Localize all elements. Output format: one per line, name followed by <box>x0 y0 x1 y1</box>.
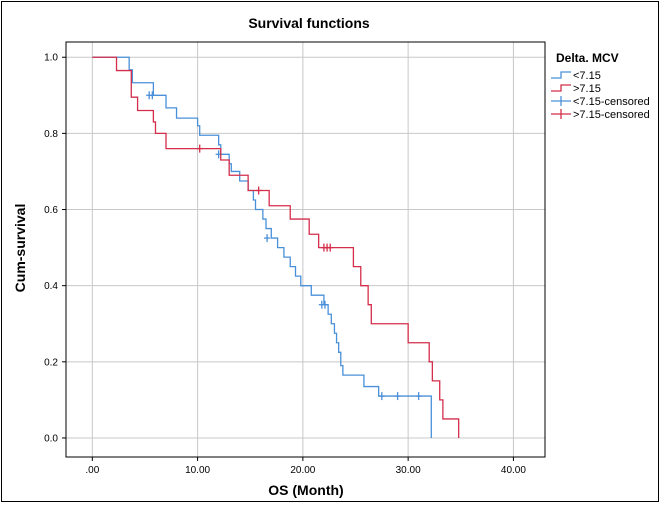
censored-mark-lt-7 <box>394 392 401 401</box>
censored-mark-lt-5 <box>321 300 328 309</box>
grid <box>66 42 545 457</box>
survival-line-gt <box>92 56 460 438</box>
x-tick-label-0: .00 <box>85 465 99 476</box>
y-tick-label-4: 0.8 <box>44 129 58 140</box>
y-tick-label-3: 0.6 <box>44 205 58 216</box>
legend-item-2: <7.15-censored <box>551 96 650 108</box>
censored-mark-gt-4 <box>327 243 334 252</box>
y-axis-label: Cum-survival <box>12 204 28 293</box>
y-tick-label-1: 0.2 <box>44 357 58 368</box>
plot-area-border <box>65 41 546 458</box>
censored-mark-gt-0 <box>196 144 203 153</box>
x-axis-label: OS (Month) <box>268 482 343 498</box>
legend-label-1: >7.15 <box>573 83 601 95</box>
censored-mark-lt-3 <box>264 234 271 243</box>
x-tick-label-4: 40.00 <box>501 465 526 476</box>
y-tick-label-2: 0.4 <box>44 281 58 292</box>
legend-label-3: >7.15-censored <box>573 109 650 121</box>
series-layer <box>92 56 460 438</box>
survival-line-lt <box>92 56 432 438</box>
x-tick-label-3: 30.00 <box>396 465 421 476</box>
x-tick-label-1: 10.00 <box>185 465 210 476</box>
legend-item-1: >7.15 <box>551 83 601 95</box>
legend-item-0: <7.15 <box>551 70 601 82</box>
censored-mark-lt-1 <box>149 91 156 100</box>
y-tick-label-5: 1.0 <box>44 53 58 64</box>
censored-mark-gt-1 <box>255 186 262 195</box>
legend-step-icon <box>551 71 571 79</box>
censored-mark-lt-6 <box>378 392 385 401</box>
x-tick-label-2: 20.00 <box>290 465 315 476</box>
legend: Delta. MCV <7.15>7.15<7.15-censored>7.15… <box>551 51 650 121</box>
legend-item-3: >7.15-censored <box>551 109 650 121</box>
censored-mark-lt-8 <box>415 392 422 401</box>
legend-step-icon <box>551 84 571 92</box>
legend-label-0: <7.15 <box>573 70 601 82</box>
legend-title: Delta. MCV <box>556 51 619 65</box>
chart-title: Survival functions <box>248 15 370 31</box>
legend-items: <7.15>7.15<7.15-censored>7.15-censored <box>551 70 650 121</box>
axis-ticks: .00 10.00 20.00 30.00 40.00 0.0 0.2 0.4 0.6 0.8 1.… <box>44 53 526 476</box>
y-tick-label-0: 0.0 <box>44 433 58 444</box>
legend-label-2: <7.15-censored <box>573 96 650 108</box>
